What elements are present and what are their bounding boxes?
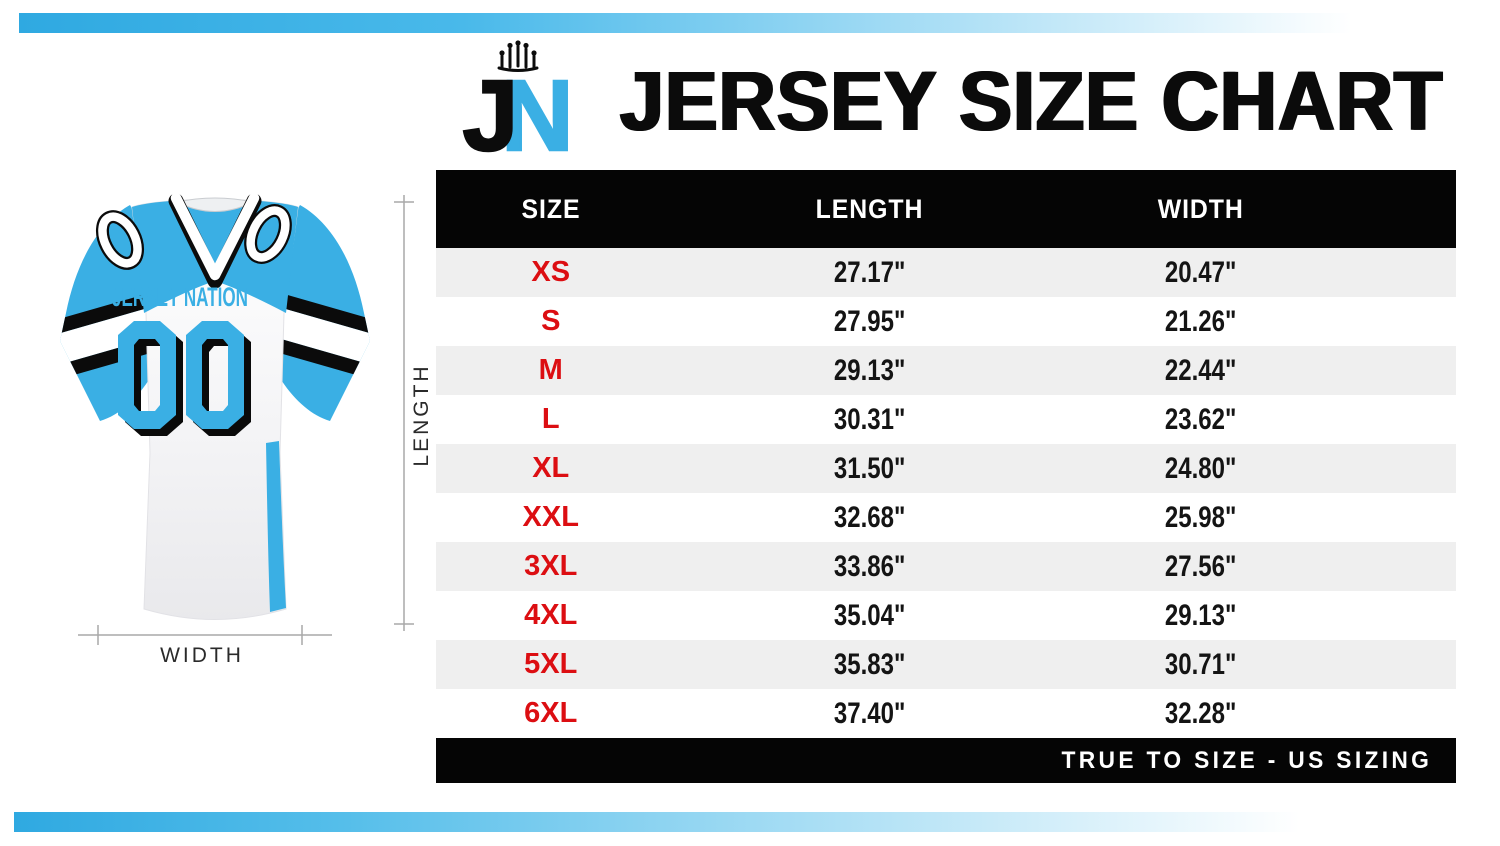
table-body: XS 27.17" 20.47" S 27.95" 21.26" M 29.13… bbox=[436, 248, 1456, 738]
table-row: 3XL 33.86" 27.56" bbox=[436, 542, 1456, 591]
jersey-illustration: JERSEY NATION 00 LENGTH WIDTH bbox=[28, 193, 448, 667]
header-size: SIZE bbox=[521, 193, 581, 224]
size-cell: 3XL bbox=[524, 550, 578, 582]
header-length: LENGTH bbox=[815, 193, 924, 224]
width-cell: 21.26" bbox=[1165, 304, 1237, 338]
bottom-accent-bar bbox=[14, 812, 1326, 832]
width-cell: 23.62" bbox=[1165, 402, 1237, 436]
width-label: WIDTH bbox=[160, 644, 244, 667]
logo-letter-j: J bbox=[461, 60, 519, 172]
size-cell: 5XL bbox=[524, 648, 578, 680]
jersey-graphic: JERSEY NATION 00 LENGTH WIDTH bbox=[60, 193, 433, 667]
page-title: JERSEY SIZE CHART bbox=[620, 52, 1444, 148]
size-cell: XL bbox=[532, 452, 570, 484]
width-cell: 30.71" bbox=[1165, 647, 1237, 681]
size-cell: 4XL bbox=[524, 599, 578, 631]
width-cell: 25.98" bbox=[1165, 500, 1237, 534]
length-dimension-line bbox=[394, 195, 414, 631]
table-row: S 27.95" 21.26" bbox=[436, 297, 1456, 346]
width-cell: 22.44" bbox=[1165, 353, 1237, 387]
shoulder-number-left bbox=[95, 210, 145, 270]
width-cell: 27.56" bbox=[1165, 549, 1237, 583]
size-cell: XS bbox=[531, 256, 571, 288]
size-table: SIZE LENGTH WIDTH XS 27.17" 20.47" S 27.… bbox=[436, 170, 1456, 783]
size-cell: 6XL bbox=[524, 697, 578, 729]
width-cell: 20.47" bbox=[1165, 255, 1237, 289]
length-cell: 31.50" bbox=[833, 451, 906, 485]
size-cell: M bbox=[538, 354, 563, 386]
table-row: XS 27.17" 20.47" bbox=[436, 248, 1456, 297]
side-panel bbox=[266, 441, 286, 612]
width-cell: 24.80" bbox=[1165, 451, 1237, 485]
length-cell: 32.68" bbox=[833, 500, 906, 534]
collar bbox=[168, 193, 262, 289]
length-cell: 35.04" bbox=[833, 598, 906, 632]
table-footer: TRUE TO SIZE - US SIZING bbox=[436, 738, 1456, 783]
size-cell: S bbox=[541, 305, 561, 337]
length-cell: 27.17" bbox=[833, 255, 906, 289]
width-cell: 29.13" bbox=[1165, 598, 1237, 632]
table-row: XXL 32.68" 25.98" bbox=[436, 493, 1456, 542]
top-accent-bar bbox=[19, 13, 1500, 33]
brand-logo: J N JERSEY NATION bbox=[426, 40, 610, 186]
width-cell: 32.28" bbox=[1165, 696, 1237, 730]
logo-monogram: J N bbox=[461, 60, 575, 172]
table-header: SIZE LENGTH WIDTH bbox=[436, 170, 1456, 248]
logo-letter-n: N bbox=[500, 60, 575, 172]
table-row: M 29.13" 22.44" bbox=[436, 346, 1456, 395]
size-cell: L bbox=[541, 403, 560, 435]
length-cell: 35.83" bbox=[833, 647, 906, 681]
length-cell: 37.40" bbox=[833, 696, 906, 730]
length-cell: 33.86" bbox=[833, 549, 906, 583]
table-row: XL 31.50" 24.80" bbox=[436, 444, 1456, 493]
width-dimension-line bbox=[78, 625, 332, 645]
size-cell: XXL bbox=[522, 501, 579, 533]
table-row: 5XL 35.83" 30.71" bbox=[436, 640, 1456, 689]
length-cell: 29.13" bbox=[833, 353, 906, 387]
length-cell: 27.95" bbox=[833, 304, 906, 338]
crown-icon bbox=[497, 40, 539, 72]
shoulder-number-right bbox=[244, 204, 292, 264]
table-row: 4XL 35.04" 29.13" bbox=[436, 591, 1456, 640]
table-row: L 30.31" 23.62" bbox=[436, 395, 1456, 444]
footer-note: TRUE TO SIZE - US SIZING bbox=[1061, 746, 1432, 774]
header-width: WIDTH bbox=[1157, 193, 1244, 224]
table-row: 6XL 37.40" 32.28" bbox=[436, 689, 1456, 738]
chest-wordmark: JERSEY NATION bbox=[112, 282, 248, 312]
length-cell: 30.31" bbox=[833, 402, 906, 436]
length-label: LENGTH bbox=[410, 363, 433, 466]
